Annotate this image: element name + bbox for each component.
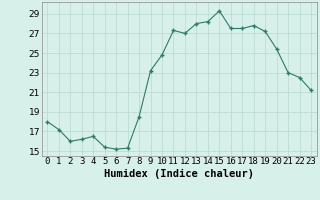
X-axis label: Humidex (Indice chaleur): Humidex (Indice chaleur) xyxy=(104,169,254,179)
